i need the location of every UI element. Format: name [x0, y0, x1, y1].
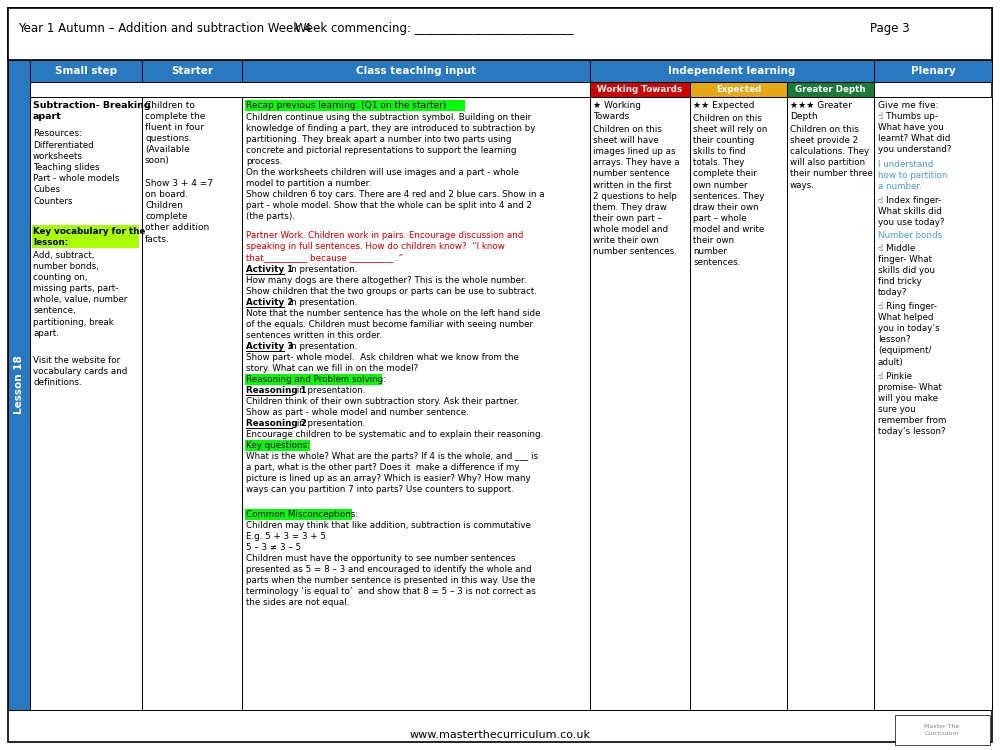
Bar	[787, 82, 874, 97]
Text: Show part- whole model.  Ask children what we know from the
story. What can we f: Show part- whole model. Ask children wha…	[246, 353, 519, 373]
Text: Partner Work. Children work in pairs. Encourage discussion and
speaking in full : Partner Work. Children work in pairs. En…	[246, 231, 523, 262]
Bar	[8, 8, 992, 60]
Text: Greater Depth: Greater Depth	[795, 85, 866, 94]
Bar	[246, 307, 285, 308]
Text: Small step: Small step	[55, 66, 117, 76]
Bar	[32, 225, 139, 248]
Text: www.masterthecurriculum.co.uk: www.masterthecurriculum.co.uk	[410, 730, 590, 740]
Bar	[245, 440, 310, 451]
Bar	[874, 97, 992, 710]
Text: Visit the website for
vocabulary cards and
definitions.: Visit the website for vocabulary cards a…	[33, 356, 127, 387]
Text: Encourage children to be systematic and to explain their reasoning.: Encourage children to be systematic and …	[246, 430, 543, 439]
Text: Plenary: Plenary	[911, 66, 955, 76]
Text: in presentation.: in presentation.	[286, 342, 357, 351]
Text: Children on this
sheet provide 2
calculations. They
will also partition
their nu: Children on this sheet provide 2 calcula…	[790, 125, 873, 190]
Text: ☝ Middle
finger- What
skills did you
find tricky
today?: ☝ Middle finger- What skills did you fin…	[878, 244, 935, 298]
Text: ☝ Pinkie
promise- What
will you make
sure you
remember from
today’s lesson?: ☝ Pinkie promise- What will you make sur…	[878, 372, 946, 436]
Text: Activity 2: Activity 2	[246, 298, 293, 307]
Text: Give me five:: Give me five:	[878, 101, 938, 110]
Bar	[787, 97, 874, 710]
Text: Lesson 18: Lesson 18	[14, 356, 24, 414]
Text: Class teaching input: Class teaching input	[356, 66, 476, 76]
Text: Children may think that like addition, subtraction is commutative
E.g. 5 + 3 = 3: Children may think that like addition, s…	[246, 521, 536, 607]
Text: ☝ Ring finger-
What helped
you in today’s
lesson?
(equipment/
adult): ☝ Ring finger- What helped you in today’…	[878, 302, 940, 367]
Text: What is the whole? What are the parts? If 4 is the whole, and ___ is
a part, wha: What is the whole? What are the parts? I…	[246, 452, 538, 494]
Text: Key questions:: Key questions:	[246, 441, 310, 450]
Text: Differentiated
worksheets
Teaching slides
Part - whole models
Cubes
Counters: Differentiated worksheets Teaching slide…	[33, 141, 119, 206]
Bar	[142, 97, 242, 710]
Bar	[895, 715, 990, 745]
Bar	[245, 374, 382, 385]
Bar	[590, 97, 690, 710]
Text: Expected: Expected	[716, 85, 761, 94]
Text: in presentation.: in presentation.	[294, 419, 365, 428]
Text: Children on this
sheet will rely on
their counting
skills to find
totals. They
c: Children on this sheet will rely on thei…	[693, 114, 767, 267]
Text: Master The
Curriculum: Master The Curriculum	[924, 724, 960, 736]
Text: Reasoning 1: Reasoning 1	[246, 386, 307, 395]
Text: in presentation.: in presentation.	[294, 386, 365, 395]
Text: in presentation.: in presentation.	[286, 298, 357, 307]
Bar	[590, 82, 690, 97]
Text: in presentation.: in presentation.	[286, 265, 357, 274]
Text: Children continue using the subtraction symbol. Building on their
knowledge of f: Children continue using the subtraction …	[246, 113, 545, 220]
Text: ★★ Expected: ★★ Expected	[693, 101, 755, 110]
Text: Working Towards: Working Towards	[597, 85, 683, 94]
Text: Recap previous learning: (Q1 on the starter): Recap previous learning: (Q1 on the star…	[246, 101, 446, 110]
Bar	[246, 428, 293, 429]
Text: Show 3 + 4 =7
on board.
Children
complete
other addition
facts.: Show 3 + 4 =7 on board. Children complet…	[145, 179, 213, 244]
Text: I understand
how to partition
a number.: I understand how to partition a number.	[878, 160, 947, 191]
Bar	[242, 60, 590, 82]
Bar	[874, 60, 992, 82]
Bar	[246, 351, 285, 352]
Text: Activity 3: Activity 3	[246, 342, 293, 351]
Text: How many dogs are there altogether? This is the whole number.
Show children that: How many dogs are there altogether? This…	[246, 276, 537, 296]
Text: Key vocabulary for the
lesson:: Key vocabulary for the lesson:	[33, 227, 145, 247]
Text: Children on this
sheet will have
images lined up as
arrays. They have a
number s: Children on this sheet will have images …	[593, 125, 680, 256]
Text: Add, subtract,
number bonds,
counting on,
missing parts, part-
whole, value, num: Add, subtract, number bonds, counting on…	[33, 251, 127, 338]
Text: ★★★ Greater
Depth: ★★★ Greater Depth	[790, 101, 852, 121]
Text: Number bonds: Number bonds	[878, 231, 942, 240]
Text: Reasoning and Problem solving:: Reasoning and Problem solving:	[246, 375, 386, 384]
Bar	[242, 97, 590, 710]
Bar	[690, 82, 787, 97]
Text: Note that the number sentence has the whole on the left hand side
of the equals.: Note that the number sentence has the wh…	[246, 309, 540, 340]
Bar	[245, 100, 465, 111]
Text: Subtraction- Breaking
apart: Subtraction- Breaking apart	[33, 101, 151, 121]
Bar	[30, 60, 142, 82]
Text: ☝ Thumbs up-
What have you
learnt? What did
you understand?: ☝ Thumbs up- What have you learnt? What …	[878, 112, 952, 154]
Bar	[245, 509, 352, 520]
Text: Children think of their own subtraction story. Ask their partner.
Show as part -: Children think of their own subtraction …	[246, 397, 519, 417]
Bar	[8, 60, 30, 710]
Bar	[690, 97, 787, 710]
Text: Page 3: Page 3	[870, 22, 910, 35]
Text: Week commencing: ___________________________: Week commencing: _______________________…	[295, 22, 573, 35]
Text: Starter: Starter	[171, 66, 213, 76]
Text: ☝ Index finger-
What skills did
you use today?: ☝ Index finger- What skills did you use …	[878, 196, 944, 227]
Bar	[246, 395, 293, 396]
Text: Resources:: Resources:	[33, 129, 82, 138]
Text: Year 1 Autumn – Addition and subtraction Week 4: Year 1 Autumn – Addition and subtraction…	[18, 22, 311, 35]
Text: Common Misconceptions:: Common Misconceptions:	[246, 510, 358, 519]
Text: Reasoning 2: Reasoning 2	[246, 419, 307, 428]
Bar	[590, 60, 874, 82]
Text: Activity 1: Activity 1	[246, 265, 293, 274]
Bar	[30, 97, 142, 710]
Text: Independent learning: Independent learning	[668, 66, 796, 76]
Bar	[142, 60, 242, 82]
Text: Children to
complete the
fluent in four
questions.
(Available
soon): Children to complete the fluent in four …	[145, 101, 205, 166]
Text: ★ Working
Towards: ★ Working Towards	[593, 101, 641, 121]
